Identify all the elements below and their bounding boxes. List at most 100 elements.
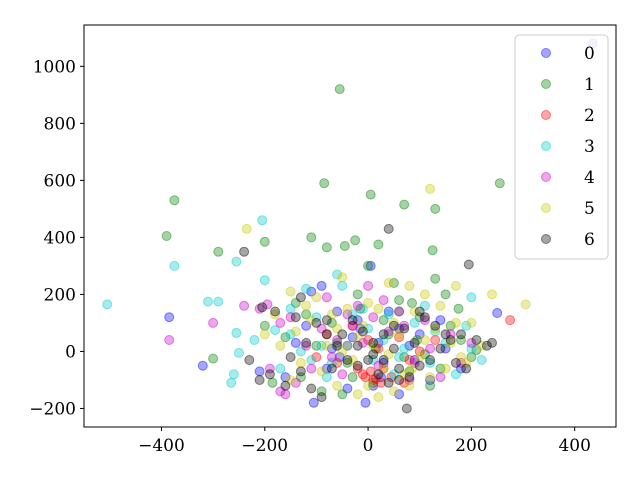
- point-series-6-34: [337, 329, 348, 340]
- point-series-6-40: [399, 323, 410, 334]
- legend-marker-4: [541, 172, 551, 182]
- point-series-0-4: [308, 397, 319, 408]
- point-series-1-32: [280, 332, 291, 343]
- point-series-2-20: [399, 377, 410, 388]
- point-series-1-27: [383, 329, 394, 340]
- point-series-5-47: [388, 317, 399, 328]
- point-series-5-26: [332, 323, 343, 334]
- point-series-4-23: [337, 369, 348, 380]
- point-series-5-50: [419, 335, 430, 345]
- point-series-1-50: [419, 349, 430, 360]
- point-series-0-17: [425, 375, 436, 385]
- point-series-5-25: [306, 315, 317, 326]
- point-series-5-8: [404, 280, 415, 291]
- point-series-0-14: [378, 357, 389, 368]
- point-series-6-48: [368, 349, 379, 360]
- y-tick-label: 400: [44, 228, 76, 248]
- y-tick-label: 200: [44, 285, 76, 305]
- point-series-2-19: [363, 335, 374, 345]
- point-series-2-12: [332, 357, 343, 368]
- point-series-6-13: [373, 369, 384, 380]
- point-series-1-26: [352, 289, 363, 300]
- point-series-2-10: [394, 332, 405, 343]
- point-series-1-0: [334, 84, 345, 95]
- point-series-1-39: [388, 278, 399, 288]
- point-series-5-18: [373, 392, 384, 403]
- point-series-0-19: [404, 340, 415, 351]
- point-series-3-18: [347, 309, 358, 320]
- point-series-1-4: [169, 195, 180, 206]
- point-series-1-54: [407, 298, 417, 308]
- point-series-5-24: [259, 329, 270, 340]
- point-series-5-21: [316, 366, 327, 377]
- point-series-6-15: [394, 375, 405, 385]
- x-tick-label: −400: [138, 436, 185, 456]
- point-series-5-7: [383, 278, 394, 288]
- point-series-0-29: [394, 389, 405, 400]
- point-series-3-29: [249, 335, 260, 345]
- point-series-0-7: [365, 260, 376, 271]
- point-series-2-9: [368, 375, 379, 385]
- point-series-4-29: [264, 363, 275, 374]
- legend: 0 1 2 3 4 5 6: [514, 34, 609, 260]
- point-series-6-2: [463, 259, 474, 270]
- point-series-4-30: [435, 372, 446, 383]
- point-series-3-19: [363, 323, 374, 334]
- point-series-2-2: [370, 373, 381, 384]
- point-series-3-12: [285, 329, 296, 340]
- point-series-6-12: [363, 355, 374, 365]
- point-series-1-43: [326, 317, 337, 328]
- point-series-4-35: [404, 375, 415, 385]
- point-series-5-44: [363, 380, 374, 391]
- point-series-5-15: [425, 372, 436, 383]
- point-series-4-24: [357, 337, 368, 348]
- point-series-1-41: [378, 315, 389, 326]
- point-series-6-7: [311, 317, 322, 328]
- point-series-0-26: [373, 337, 384, 348]
- point-series-2-7: [352, 363, 363, 374]
- point-series-6-31: [306, 383, 317, 394]
- point-series-6-10: [342, 355, 353, 365]
- point-series-1-7: [259, 236, 270, 247]
- point-series-3-2: [257, 215, 268, 226]
- point-series-1-13: [363, 260, 374, 271]
- point-series-4-2: [239, 300, 250, 311]
- point-series-1-35: [425, 380, 436, 391]
- point-series-6-55: [388, 320, 399, 331]
- legend-marker-5: [541, 203, 551, 213]
- legend-label-0: 0: [584, 44, 595, 64]
- point-series-6-46: [461, 363, 472, 374]
- point-series-2-6: [378, 363, 389, 374]
- point-series-4-11: [316, 323, 327, 334]
- legend-marker-0: [541, 48, 551, 58]
- point-series-0-34: [409, 355, 420, 365]
- point-series-0-23: [440, 343, 451, 354]
- point-series-3-3: [231, 256, 242, 267]
- point-series-5-12: [520, 299, 531, 310]
- point-series-6-32: [316, 392, 327, 403]
- point-series-3-13: [301, 283, 312, 294]
- point-series-6-26: [254, 375, 265, 385]
- point-series-3-27: [466, 343, 477, 354]
- point-series-4-15: [352, 300, 363, 311]
- x-tick-label: 0: [363, 436, 374, 456]
- point-series-6-45: [450, 357, 461, 368]
- point-series-4-14: [347, 320, 358, 331]
- point-series-5-4: [311, 292, 322, 303]
- y-tick-label: 0: [65, 342, 76, 362]
- point-series-6-33: [326, 363, 337, 374]
- point-series-6-27: [264, 369, 275, 380]
- point-series-6-29: [285, 352, 296, 363]
- point-series-6-20: [445, 335, 456, 345]
- point-series-2-14: [373, 343, 384, 354]
- legend-box: [514, 34, 609, 260]
- points-layer: [102, 38, 598, 414]
- point-series-3-28: [476, 355, 487, 365]
- point-series-3-43: [430, 326, 441, 337]
- point-series-0-8: [360, 397, 371, 408]
- point-series-5-39: [414, 352, 425, 363]
- point-series-4-8: [275, 386, 286, 397]
- point-series-3-31: [295, 346, 306, 357]
- point-series-5-10: [450, 280, 461, 291]
- point-series-1-1: [319, 178, 330, 189]
